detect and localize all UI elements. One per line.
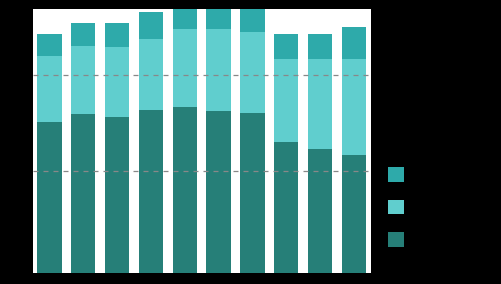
Bar xyxy=(342,155,366,273)
Bar xyxy=(37,122,62,273)
Bar xyxy=(206,0,231,29)
Bar xyxy=(105,23,129,47)
Bar xyxy=(240,113,265,273)
Bar xyxy=(342,27,366,59)
Bar xyxy=(139,12,163,39)
Bar xyxy=(206,29,231,111)
Bar xyxy=(274,59,299,141)
Bar xyxy=(139,110,163,273)
Bar xyxy=(71,46,96,114)
Bar xyxy=(37,34,62,56)
Bar xyxy=(342,59,366,155)
Bar xyxy=(71,23,96,46)
Bar xyxy=(172,106,197,273)
Bar xyxy=(172,0,197,29)
Bar xyxy=(37,56,62,122)
Bar xyxy=(240,32,265,113)
Bar xyxy=(308,59,332,149)
Bar xyxy=(105,117,129,273)
Bar xyxy=(71,114,96,273)
Bar xyxy=(274,34,299,59)
Bar xyxy=(240,0,265,32)
Bar xyxy=(206,111,231,273)
Bar xyxy=(139,39,163,110)
Bar xyxy=(308,34,332,59)
Bar xyxy=(274,141,299,273)
Bar xyxy=(172,29,197,106)
Bar xyxy=(308,149,332,273)
Bar xyxy=(105,47,129,117)
